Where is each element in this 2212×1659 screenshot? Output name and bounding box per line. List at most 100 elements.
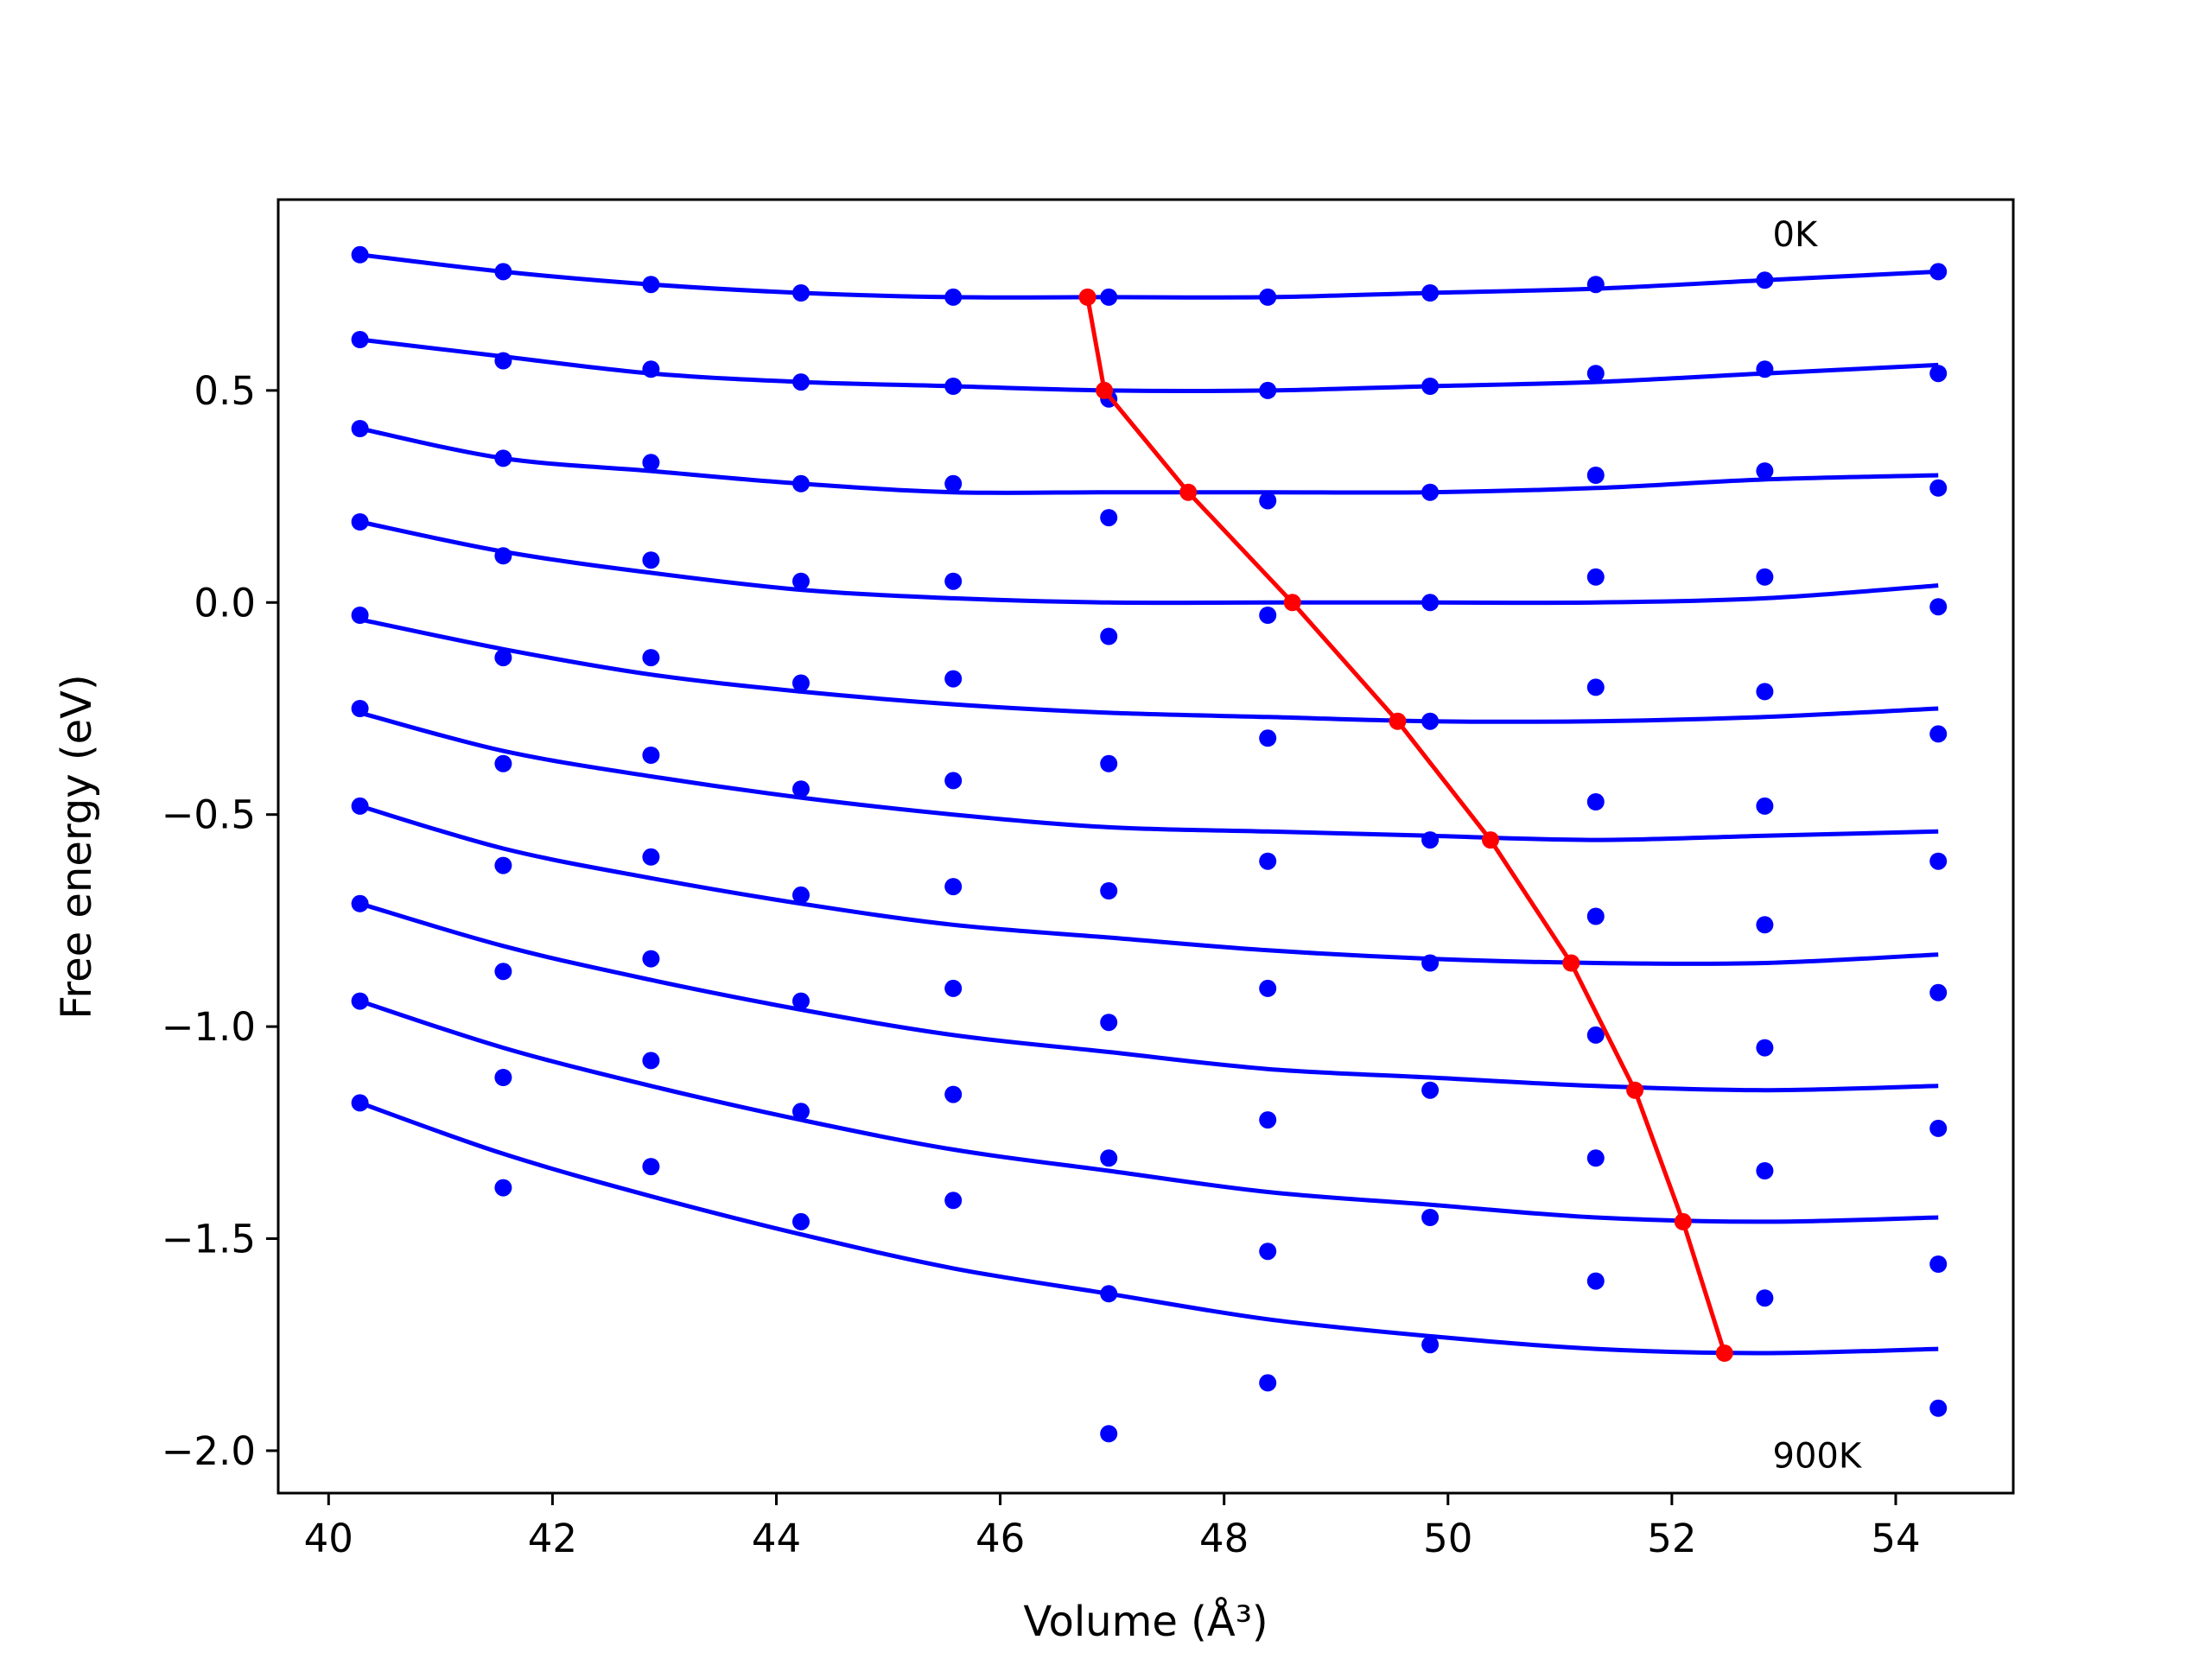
data-point-2-2 [642, 454, 660, 472]
y-axis-title: Free energy (eV) [53, 674, 101, 1019]
y-tick-label: 0.5 [194, 368, 256, 414]
data-point-5-0 [351, 700, 369, 717]
y-tick-label: −2.0 [162, 1428, 256, 1474]
data-point-0-4 [944, 288, 963, 306]
data-point-1-10 [1929, 365, 1948, 383]
data-point-6-10 [1929, 983, 1948, 1001]
data-point-6-5 [1100, 1014, 1118, 1032]
data-point-1-9 [1756, 360, 1774, 378]
data-point-0-2 [642, 276, 660, 294]
data-point-9-6 [1259, 1374, 1277, 1392]
data-point-3-1 [494, 547, 512, 565]
data-point-9-0 [351, 1094, 369, 1112]
data-point-0-0 [351, 245, 369, 264]
minimum-point-6 [1562, 954, 1580, 972]
data-point-5-2 [642, 747, 660, 764]
x-tick-label: 44 [752, 1516, 801, 1561]
data-point-1-0 [351, 331, 369, 348]
data-point-2-10 [1929, 479, 1948, 497]
data-point-9-5 [1100, 1425, 1118, 1443]
data-point-4-10 [1929, 725, 1948, 743]
data-point-6-9 [1756, 916, 1774, 934]
minimum-point-4 [1389, 712, 1407, 730]
data-point-2-9 [1756, 462, 1774, 480]
data-point-5-7 [1421, 831, 1440, 849]
data-point-6-6 [1259, 979, 1277, 997]
data-point-3-10 [1929, 598, 1948, 616]
data-point-0-1 [494, 263, 512, 281]
data-point-7-4 [944, 979, 963, 997]
minimum-point-2 [1179, 483, 1198, 501]
y-tick-label: −0.5 [162, 792, 256, 838]
data-point-4-6 [1259, 729, 1277, 747]
data-point-9-2 [642, 1158, 660, 1176]
x-tick-label: 42 [528, 1516, 577, 1561]
annotation-900k: 900K [1773, 1437, 1863, 1477]
data-point-4-0 [351, 607, 369, 624]
data-point-3-8 [1586, 568, 1605, 586]
data-point-9-1 [494, 1179, 512, 1197]
fit-curve-8 [359, 999, 1939, 1224]
data-point-6-2 [642, 848, 660, 866]
x-tick-label: 50 [1423, 1516, 1472, 1561]
data-point-4-7 [1421, 712, 1440, 730]
data-point-7-9 [1756, 1039, 1774, 1057]
data-point-3-4 [944, 572, 963, 590]
data-point-5-4 [944, 772, 963, 790]
data-point-6-8 [1586, 907, 1605, 925]
data-point-2-6 [1259, 492, 1277, 510]
plot-content [351, 245, 1948, 1443]
data-point-9-9 [1756, 1289, 1774, 1307]
data-point-3-2 [642, 551, 660, 569]
data-point-3-7 [1421, 594, 1440, 612]
data-point-4-8 [1586, 678, 1605, 696]
data-point-7-1 [494, 963, 512, 981]
data-point-5-9 [1756, 797, 1774, 815]
data-point-6-4 [944, 878, 963, 896]
data-point-9-7 [1421, 1336, 1440, 1354]
data-point-0-7 [1421, 284, 1440, 302]
minimum-point-1 [1096, 381, 1114, 399]
data-point-0-9 [1756, 271, 1774, 289]
minimum-point-0 [1078, 288, 1096, 306]
data-point-0-8 [1586, 276, 1605, 294]
y-axis-ticks: −2.0 −1.5 −1.0 −0.5 0.0 0.5 [162, 368, 278, 1474]
data-point-5-6 [1259, 852, 1277, 870]
data-point-9-3 [792, 1212, 810, 1230]
data-point-3-5 [1100, 627, 1118, 645]
data-point-3-0 [351, 513, 369, 531]
data-point-2-4 [944, 474, 963, 493]
data-point-1-4 [944, 378, 963, 395]
data-point-6-7 [1421, 954, 1440, 972]
x-tick-label: 52 [1647, 1516, 1696, 1561]
data-point-1-6 [1259, 381, 1277, 399]
plot-frame [276, 198, 2015, 1495]
data-point-8-1 [494, 1069, 512, 1086]
data-point-7-3 [792, 992, 810, 1010]
data-point-2-8 [1586, 467, 1605, 484]
data-point-8-0 [351, 992, 369, 1010]
x-tick-label: 48 [1199, 1516, 1249, 1561]
data-point-7-6 [1259, 1111, 1277, 1129]
minimum-point-3 [1283, 594, 1301, 612]
data-point-9-10 [1929, 1399, 1948, 1417]
data-point-4-9 [1756, 683, 1774, 701]
data-point-8-7 [1421, 1209, 1440, 1226]
data-point-5-1 [494, 754, 512, 772]
fit-curve-2 [359, 426, 1939, 495]
data-point-4-2 [642, 649, 660, 667]
data-point-8-6 [1259, 1243, 1277, 1261]
data-point-4-3 [792, 674, 810, 692]
data-point-0-5 [1100, 288, 1118, 306]
data-point-4-5 [1100, 754, 1118, 772]
data-point-7-7 [1421, 1081, 1440, 1099]
fit-curve-6 [359, 804, 1939, 966]
x-tick-label: 46 [976, 1516, 1025, 1561]
data-point-2-3 [792, 474, 810, 493]
data-point-5-3 [792, 780, 810, 798]
data-point-7-2 [642, 950, 660, 968]
data-point-5-5 [1100, 882, 1118, 899]
data-point-7-0 [351, 894, 369, 912]
